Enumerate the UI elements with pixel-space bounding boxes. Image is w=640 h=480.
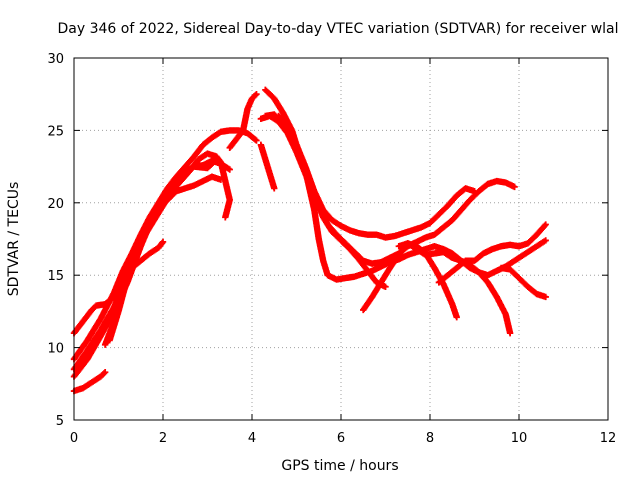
y-tick-label: 10	[47, 342, 64, 357]
x-tick-label: 0	[70, 431, 78, 446]
series-arc-16	[498, 264, 549, 301]
series-arc-15	[435, 221, 549, 286]
x-tick-label: 2	[159, 431, 167, 446]
data-point	[271, 185, 278, 192]
y-tick-label: 20	[47, 197, 64, 212]
x-tick-label: 4	[248, 431, 256, 446]
x-tick-label: 6	[337, 431, 345, 446]
data-point	[511, 183, 518, 191]
data-point	[159, 238, 167, 246]
y-tick-label: 25	[47, 124, 64, 139]
y-tick-label: 15	[47, 269, 64, 284]
data-point	[542, 293, 549, 301]
series-arc-1	[70, 157, 233, 337]
data-point	[252, 92, 259, 99]
series-arc-9	[262, 86, 478, 241]
data-point	[542, 237, 549, 244]
data-point	[541, 222, 548, 229]
y-tick-label: 30	[47, 52, 64, 67]
x-tick-label: 8	[426, 431, 434, 446]
series-arc-10	[262, 111, 518, 267]
data-point	[253, 91, 260, 98]
data-point	[252, 136, 259, 143]
data-point	[253, 137, 260, 144]
data-point	[226, 166, 233, 173]
y-tick-label: 5	[56, 414, 64, 429]
series-arc-14	[395, 240, 514, 337]
y-axis-label: SDTVAR / TECUs	[6, 182, 22, 297]
data-point	[100, 370, 108, 377]
data-series	[70, 86, 549, 395]
data-point	[506, 329, 514, 337]
series-arc-7	[106, 150, 233, 344]
data-point	[382, 283, 389, 290]
series-arc-12	[257, 112, 389, 290]
axis-ticks: 0 2 4 6 8 10 12 5 10 15 20 25 30	[47, 52, 616, 446]
x-tick-label: 12	[600, 431, 617, 446]
chart-title: Day 346 of 2022, Sidereal Day-to-day VTE…	[57, 21, 618, 37]
data-point	[542, 221, 549, 228]
data-point	[222, 214, 229, 221]
series-arc-17	[257, 141, 278, 192]
data-point	[453, 313, 460, 321]
data-point	[101, 369, 109, 376]
x-tick-label: 10	[511, 431, 528, 446]
series-arc-8	[226, 91, 260, 151]
series-arc-5	[70, 369, 109, 395]
series-arc-2	[70, 127, 260, 363]
x-axis-label: GPS time / hours	[281, 458, 398, 474]
series-arc-4	[70, 156, 220, 380]
